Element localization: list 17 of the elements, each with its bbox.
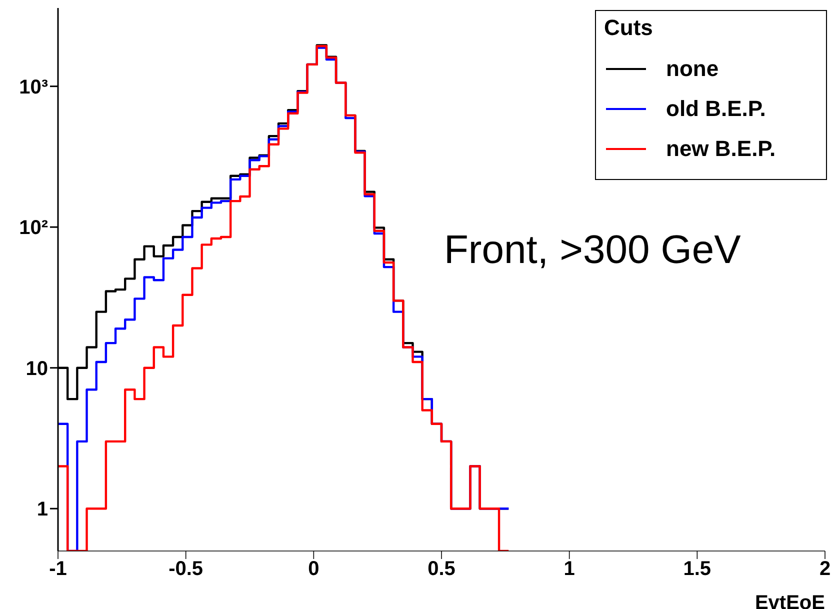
y-tick-label: 10 <box>26 358 48 380</box>
x-tick-label: 0 <box>308 558 320 580</box>
x-tick-label: 1.5 <box>683 558 712 580</box>
y-tick-label: 1 <box>36 498 48 521</box>
x-tick-label: 1 <box>564 558 575 580</box>
annotation: Front, >300 GeV <box>444 228 741 273</box>
x-tick-label: -0.5 <box>168 558 204 580</box>
legend-title: Cuts <box>604 15 654 41</box>
x-axis-title: EvtEoE <box>754 592 825 609</box>
legend-label: new B.E.P. <box>666 136 776 162</box>
y-tick-label: 10³ <box>19 76 48 98</box>
x-tick-label: 2 <box>819 558 831 580</box>
y-tick-label: 10² <box>19 217 48 240</box>
legend-label: none <box>666 56 719 82</box>
legend-label: old B.E.P. <box>666 96 766 122</box>
x-tick-label: 0.5 <box>428 558 456 580</box>
x-tick-label: -1 <box>49 558 67 580</box>
